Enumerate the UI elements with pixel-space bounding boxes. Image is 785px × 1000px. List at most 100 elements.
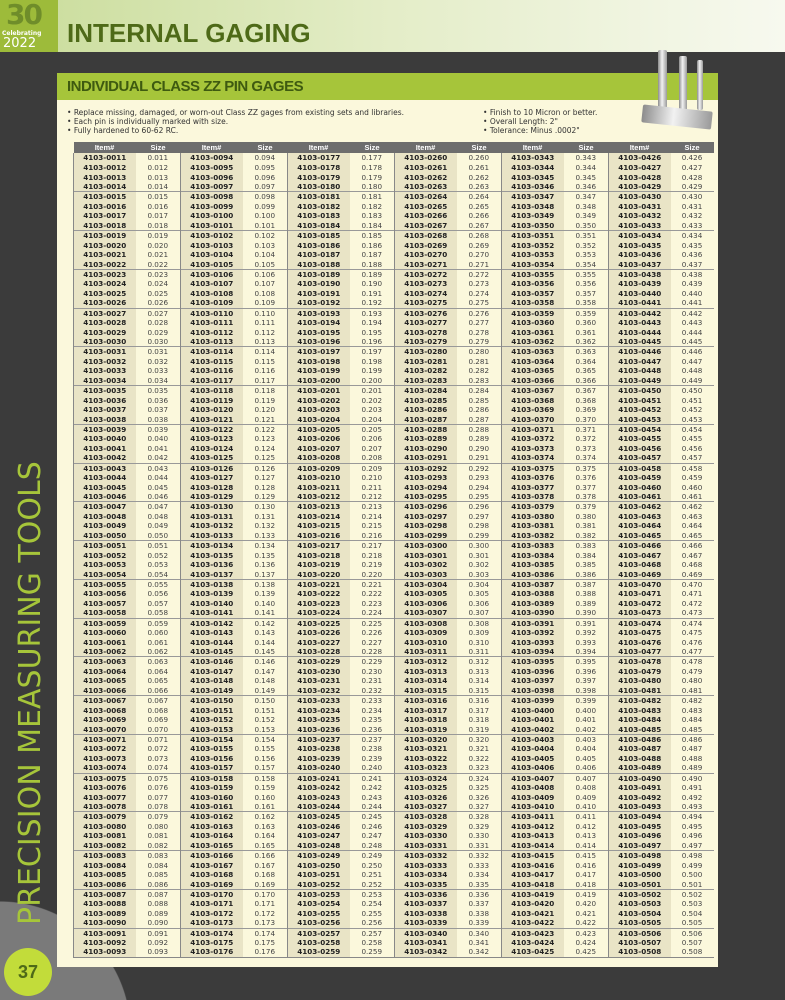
size-cell: 0.242 — [361, 783, 383, 793]
size-cell: 0.497 — [681, 840, 703, 850]
item-number-cell: 4103-0298 — [394, 521, 457, 531]
size-cell: 0.048 — [147, 511, 169, 521]
item-number-cell: 4103-0210 — [287, 472, 350, 483]
size-cell: 0.085 — [147, 870, 169, 880]
size-cell: 0.125 — [254, 453, 276, 463]
item-number-cell: 4103-0392 — [501, 627, 564, 638]
table-row: 4103-0069 0.069 4103-0152 0.152 4103-0235 0.2… — [73, 714, 714, 725]
item-number-cell: 4103-0219 — [287, 559, 350, 570]
item-number-cell: 4103-0390 — [501, 608, 564, 618]
column-header-item: Item# — [608, 142, 671, 153]
size-cell: 0.052 — [147, 550, 169, 560]
item-number-cell: 4103-0414 — [501, 840, 564, 851]
item-number-cell: 4103-0199 — [287, 366, 350, 376]
item-number-cell: 4103-0388 — [501, 588, 564, 599]
item-number-cell: 4103-0498 — [608, 850, 671, 861]
size-cell: 0.472 — [681, 598, 703, 608]
size-cell: 0.141 — [254, 608, 276, 618]
size-cell: 0.193 — [349, 307, 395, 318]
item-number-cell: 4103-0246 — [287, 821, 350, 832]
size-cell: 0.478 — [670, 656, 714, 667]
size-cell: 0.065 — [147, 676, 169, 686]
item-number-cell: 4103-0292 — [394, 462, 457, 473]
item-number-cell: 4103-0489 — [608, 763, 671, 773]
size-cell: 0.389 — [575, 598, 597, 608]
size-cell: 0.498 — [670, 850, 714, 861]
size-cell: 0.064 — [147, 666, 169, 676]
item-number-cell: 4103-0059 — [73, 617, 136, 628]
size-cell: 0.268 — [456, 230, 502, 241]
item-number-cell: 4103-0096 — [180, 172, 243, 183]
item-number-cell: 4103-0337 — [394, 898, 457, 909]
item-number-cell: 4103-0422 — [501, 918, 564, 928]
size-cell: 0.393 — [575, 637, 597, 647]
item-number-cell: 4103-0192 — [287, 298, 350, 308]
item-number-cell: 4103-0116 — [180, 366, 243, 376]
size-cell: 0.340 — [456, 927, 502, 938]
table-row: 4103-0036 0.036 4103-0119 0.119 4103-0202 0.2… — [73, 395, 714, 405]
size-cell: 0.100 — [254, 211, 276, 221]
logo-celebrating: Celebrating — [2, 30, 42, 37]
item-number-cell: 4103-0242 — [287, 782, 350, 793]
size-cell: 0.097 — [254, 182, 276, 192]
size-cell: 0.124 — [254, 443, 276, 453]
item-number-cell: 4103-0204 — [287, 414, 350, 425]
size-cell: 0.392 — [575, 628, 597, 638]
item-number-cell: 4103-0038 — [73, 414, 136, 425]
size-cell: 0.066 — [147, 685, 169, 695]
size-cell: 0.441 — [681, 298, 703, 308]
item-number-cell: 4103-0280 — [394, 346, 457, 357]
item-number-cell: 4103-0173 — [180, 918, 243, 928]
item-number-cell: 4103-0444 — [608, 327, 671, 338]
size-cell: 0.460 — [681, 482, 703, 492]
size-cell: 0.493 — [681, 802, 703, 812]
item-number-cell: 4103-0475 — [608, 627, 671, 638]
item-number-cell: 4103-0506 — [608, 927, 671, 938]
item-number-cell: 4103-0120 — [180, 404, 243, 415]
size-cell: 0.258 — [361, 938, 383, 948]
item-number-cell: 4103-0109 — [180, 298, 243, 308]
item-number-cell: 4103-0352 — [501, 240, 564, 250]
size-cell: 0.236 — [361, 724, 383, 734]
item-number-cell: 4103-0406 — [501, 763, 564, 773]
item-number-cell: 4103-0449 — [608, 375, 671, 386]
item-number-cell: 4103-0249 — [287, 850, 350, 861]
item-number-cell: 4103-0436 — [608, 249, 671, 260]
size-cell: 0.342 — [468, 947, 490, 957]
item-number-cell: 4103-0037 — [73, 404, 136, 415]
table-row: 4103-0030 0.030 4103-0113 0.113 4103-0196 0.1… — [73, 337, 714, 347]
size-cell: 0.060 — [147, 628, 169, 638]
item-number-cell: 4103-0186 — [287, 240, 350, 250]
size-cell: 0.356 — [575, 279, 597, 289]
size-cell: 0.506 — [670, 927, 714, 938]
item-number-cell: 4103-0088 — [73, 898, 136, 909]
size-cell: 0.150 — [242, 695, 288, 706]
table-row: 4103-0061 0.061 4103-0144 0.144 4103-0227 0.2… — [73, 637, 714, 648]
size-cell: 0.318 — [468, 715, 490, 725]
item-number-cell: 4103-0208 — [287, 453, 350, 463]
size-cell: 0.353 — [575, 250, 597, 260]
item-number-cell: 4103-0499 — [608, 860, 671, 870]
table-row: 4103-0059 0.059 4103-0142 0.142 4103-0225 0.2… — [73, 617, 714, 628]
size-cell: 0.461 — [681, 492, 703, 502]
item-number-cell: 4103-0310 — [394, 637, 457, 648]
size-cell: 0.033 — [147, 366, 169, 376]
column-header-item: Item# — [73, 142, 136, 153]
size-cell: 0.153 — [254, 724, 276, 734]
item-number-cell: 4103-0403 — [501, 733, 564, 744]
item-number-cell: 4103-0501 — [608, 879, 671, 890]
item-number-cell: 4103-0055 — [73, 578, 136, 589]
item-number-cell: 4103-0087 — [73, 888, 136, 899]
item-number-cell: 4103-0094 — [180, 153, 243, 163]
item-number-cell: 4103-0205 — [287, 423, 350, 434]
size-cell: 0.138 — [242, 578, 288, 589]
item-number-cell: 4103-0332 — [394, 850, 457, 861]
table-row: 4103-0011 0.011 4103-0094 0.094 4103-0177 0.1… — [73, 153, 714, 163]
item-number-cell: 4103-0254 — [287, 898, 350, 909]
size-cell: 0.082 — [147, 840, 169, 850]
size-cell: 0.140 — [254, 598, 276, 608]
item-number-cell: 4103-0114 — [180, 346, 243, 357]
size-cell: 0.144 — [254, 637, 276, 647]
size-cell: 0.235 — [361, 715, 383, 725]
table-row: 4103-0072 0.072 4103-0155 0.155 4103-0238 0.2… — [73, 743, 714, 754]
